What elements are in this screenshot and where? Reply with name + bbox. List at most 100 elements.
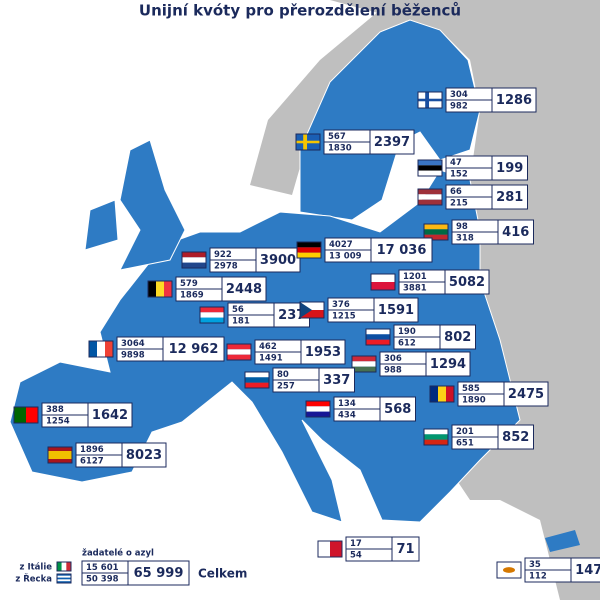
- flag-stripe: [245, 382, 269, 388]
- total-box: [221, 276, 267, 302]
- flag-border: [56, 561, 72, 572]
- total-box: [503, 381, 549, 407]
- flag-border: [199, 306, 225, 324]
- flag-border: [305, 400, 331, 418]
- flag-stripe: [227, 349, 251, 355]
- total-box: [373, 297, 419, 323]
- flag-stripe: [424, 439, 448, 445]
- country-entry: 1201 3881 5082: [370, 269, 490, 295]
- country-entry: 66 215 281: [417, 184, 528, 210]
- flag-stripe: [424, 229, 448, 235]
- flag-stripe: [105, 341, 113, 357]
- non-eu-land: [330, 0, 600, 600]
- italy-quota: 17: [350, 539, 362, 549]
- total-box: [497, 424, 534, 450]
- italy-quota: 585: [462, 384, 480, 394]
- legend-heading: žadatelé o azyl: [82, 548, 154, 559]
- flag-stripe: [371, 274, 395, 282]
- flag-stripe: [200, 307, 224, 313]
- flag-stripe: [352, 361, 376, 367]
- flag-stripe: [182, 252, 206, 258]
- flag-stripe: [245, 372, 269, 378]
- greece-quota: 50 398: [86, 575, 119, 585]
- flag-stripe: [182, 262, 206, 268]
- greece-quota: 6127: [80, 457, 104, 467]
- flag-border: [417, 159, 443, 177]
- flag-border: [147, 280, 173, 298]
- flag-stripe: [57, 579, 71, 582]
- flag-stripe: [97, 341, 105, 357]
- flag-border: [370, 273, 396, 291]
- total-quota: 337: [323, 373, 350, 388]
- flag-stripe: [164, 281, 172, 297]
- flag-stripe: [61, 562, 67, 571]
- total-box: [87, 402, 133, 428]
- country-entry: 567 1830 2397: [295, 129, 415, 155]
- flag-stripe: [446, 386, 454, 402]
- flag-stripe: [245, 377, 269, 383]
- flag-stripe: [366, 329, 390, 335]
- italy-quota: 579: [180, 279, 198, 289]
- total-quota: 199: [496, 161, 523, 176]
- greece-quota: 982: [450, 102, 468, 112]
- flag-stripe: [66, 562, 71, 571]
- flag-stripe: [306, 401, 330, 407]
- italy-quota: 98: [456, 222, 468, 232]
- flag-border: [56, 573, 72, 584]
- flag-stripe: [48, 455, 72, 459]
- country-entry: 462 1491 1953: [226, 339, 346, 365]
- country-entry: 306 988 1294: [351, 351, 471, 377]
- flag-stripe: [330, 541, 342, 557]
- great-britain: [119, 139, 186, 271]
- greece-quota: 651: [456, 439, 474, 449]
- legend-total-label: Celkem: [198, 567, 247, 581]
- italy-quota: 80: [277, 370, 289, 380]
- flag-border: [181, 251, 207, 269]
- greece-quota: 1254: [46, 417, 70, 427]
- flag-stripe: [57, 581, 71, 583]
- italy-quota: 56: [232, 305, 244, 315]
- total-quota: 237: [278, 308, 305, 323]
- greece-quota: 1215: [332, 312, 356, 322]
- flag-border: [429, 385, 455, 403]
- flag-stripe: [418, 194, 442, 200]
- country-entry: 1896 6127 8023: [47, 442, 167, 468]
- italy-quota: 304: [450, 90, 468, 100]
- flag-stripe: [352, 356, 376, 362]
- country-entry: 4027 13 009 17 036: [296, 237, 433, 263]
- total-box: [439, 324, 476, 350]
- flag-stripe: [300, 310, 324, 318]
- greece-quota: 54: [350, 551, 362, 561]
- italy-quota: 306: [384, 354, 402, 364]
- total-quota: 12 962: [169, 342, 219, 357]
- italy-quota: 47: [450, 158, 462, 168]
- greece-quota: 1890: [462, 396, 486, 406]
- greece-quota: 988: [384, 366, 402, 376]
- flag-stripe: [182, 257, 206, 263]
- greece-quota: 434: [338, 411, 356, 421]
- flag-stripe: [371, 282, 395, 290]
- country-entry: 190 612 802: [365, 324, 476, 350]
- total-quota: 1953: [305, 345, 341, 360]
- flag-stripe: [318, 541, 330, 557]
- total-quota: 1286: [496, 93, 532, 108]
- italy-quota: 66: [450, 187, 462, 197]
- greece-quota: 1830: [328, 144, 352, 154]
- flag-cross: [296, 140, 320, 144]
- cyprus-island: [545, 530, 580, 552]
- greece-quota: 215: [450, 199, 468, 209]
- flag-stripe: [424, 224, 448, 230]
- greece-quota: 181: [232, 317, 250, 327]
- italy-quota: 462: [259, 342, 277, 352]
- total-quota: 71: [396, 542, 414, 557]
- greece-quota: 9898: [121, 351, 145, 361]
- country-entry: 304 982 1286: [417, 87, 537, 113]
- flag-stripe: [297, 252, 321, 258]
- flag-border: [13, 406, 39, 424]
- total-quota: 1642: [92, 408, 128, 423]
- total-quota: 3900: [260, 253, 296, 268]
- total-box: [162, 336, 225, 362]
- total-box: [300, 339, 346, 365]
- flag-stripe: [227, 344, 251, 350]
- italy-quota: 1201: [403, 272, 427, 282]
